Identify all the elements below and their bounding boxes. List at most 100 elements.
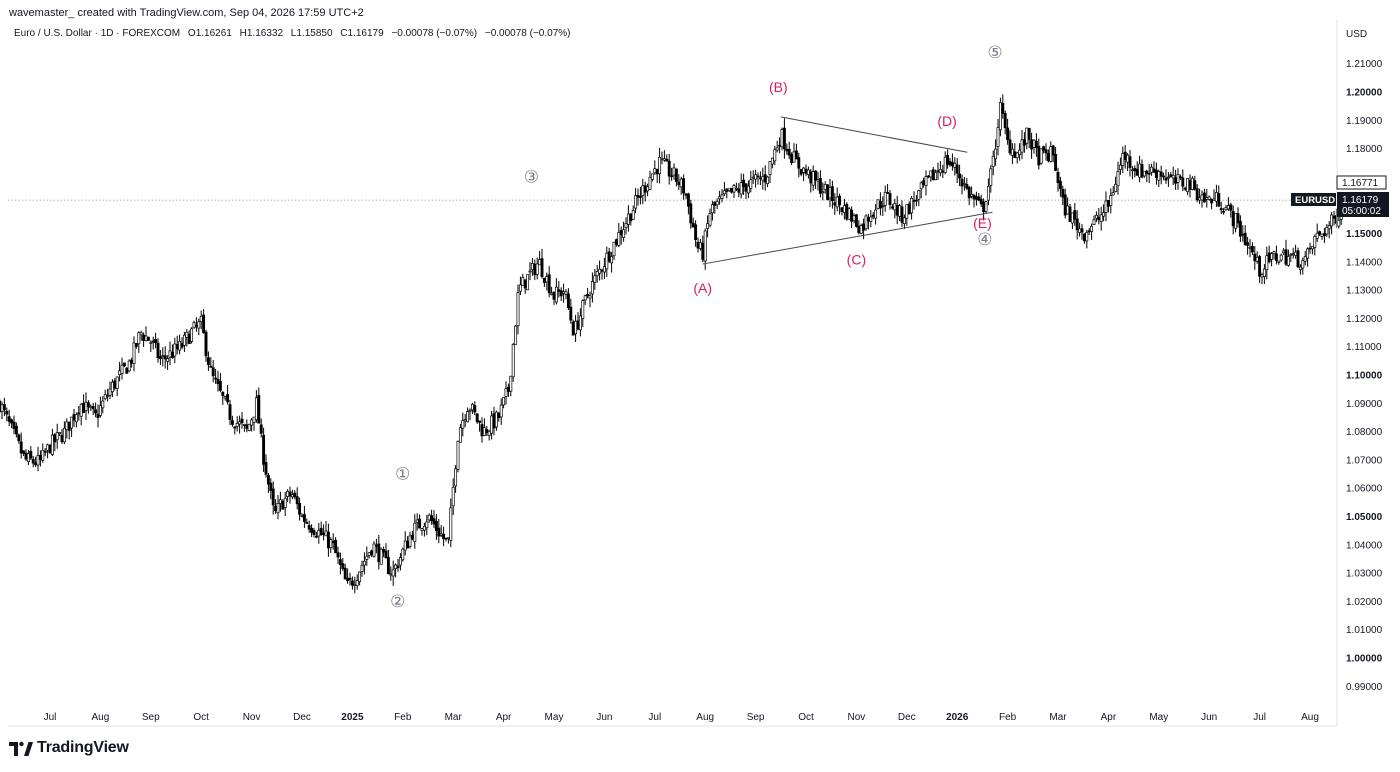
candle [1320, 233, 1324, 240]
candle [874, 204, 878, 225]
candle [377, 534, 381, 570]
candle [79, 403, 83, 426]
candle [1008, 130, 1012, 156]
candle [247, 423, 251, 432]
candle [576, 312, 580, 331]
candle [778, 137, 782, 154]
time-tick-label: May [1149, 712, 1168, 723]
candle [34, 456, 38, 468]
candle [245, 419, 249, 433]
triangle-trendline[interactable] [702, 211, 993, 265]
candle [1277, 260, 1281, 265]
candle [1135, 161, 1139, 176]
candle [811, 165, 815, 191]
candle [1003, 110, 1007, 135]
candle [1152, 161, 1156, 174]
candle [413, 514, 417, 549]
candle [394, 563, 398, 578]
time-axis[interactable]: Jul Aug Sep Oct Nov Dec 2025 Feb Mar Apr May Jun Jul… [8, 712, 1337, 727]
candle [487, 429, 491, 441]
candle [1301, 257, 1305, 275]
candle [367, 552, 371, 559]
candle [0, 401, 4, 420]
elliott-label-e[interactable]: (E) [973, 215, 992, 231]
price-tick-label: 1.21000 [1346, 59, 1383, 70]
elliott-label-4[interactable]: ④ [977, 230, 992, 250]
candle [574, 314, 578, 343]
candle [1255, 251, 1259, 264]
elliott-label-3[interactable]: ③ [524, 168, 539, 188]
candle [98, 396, 102, 418]
candle [1279, 253, 1283, 262]
tradingview-logo[interactable]: TradingView [9, 739, 129, 757]
candle [1205, 188, 1209, 208]
candle [389, 566, 393, 581]
triangle-trendline[interactable] [780, 116, 968, 153]
price-tick-label: 1.05000 [1346, 512, 1383, 523]
candle [958, 164, 962, 186]
legend-change: −0.00078 (−0.07%) [391, 28, 478, 39]
candle [814, 170, 818, 189]
candle [302, 505, 306, 528]
candle [146, 336, 150, 341]
candle [151, 336, 155, 350]
candle [2, 397, 6, 417]
candle [1274, 245, 1278, 265]
candle [122, 362, 126, 368]
elliott-label-b[interactable]: (B) [769, 79, 788, 95]
legend-symbol[interactable]: Euro / U.S. Dollar · 1D · FOREXCOM [14, 28, 181, 39]
candle [1022, 132, 1026, 153]
candle [108, 381, 112, 399]
candle [1267, 245, 1271, 264]
candle [1018, 143, 1022, 161]
candle [571, 319, 575, 336]
currency-label[interactable]: USD [1346, 29, 1367, 40]
elliott-label-c[interactable]: (C) [847, 252, 866, 268]
candle [833, 193, 837, 215]
time-tick-label: Nov [243, 712, 261, 723]
candle [1214, 184, 1218, 207]
elliott-label-1[interactable]: ① [395, 465, 410, 485]
candle [77, 405, 81, 421]
price-axis[interactable]: USD 0.99000 1.00000 1.01000 1.02000 1.03000 1… [1336, 20, 1383, 726]
candle [1090, 223, 1094, 240]
candle [1145, 169, 1149, 183]
candle [91, 402, 95, 416]
candle [703, 228, 707, 270]
candle [883, 185, 887, 212]
candle [514, 325, 518, 345]
price-tick-label: 1.18000 [1346, 144, 1383, 155]
candle [458, 423, 462, 443]
price-tick-label: 1.15000 [1346, 229, 1383, 240]
candle [1270, 252, 1274, 267]
candle [991, 150, 995, 176]
candle [636, 188, 640, 206]
candle [233, 426, 237, 435]
candle [792, 143, 796, 163]
candle [922, 177, 926, 188]
candle [456, 440, 460, 473]
candle [626, 205, 630, 232]
elliott-label-a[interactable]: (A) [693, 280, 712, 296]
candle [802, 167, 806, 182]
candle [178, 334, 182, 355]
candle [893, 198, 897, 219]
candle [144, 326, 148, 342]
candle [24, 449, 28, 462]
candle [1183, 186, 1187, 191]
elliott-label-2[interactable]: ② [390, 592, 405, 612]
candle [679, 176, 683, 195]
candle [547, 266, 551, 298]
plot-area[interactable] [0, 94, 1348, 594]
elliott-label-d[interactable]: (D) [937, 113, 956, 129]
candle [677, 174, 681, 191]
candle [881, 196, 885, 216]
candle [706, 215, 710, 238]
time-tick-label: Jun [1201, 712, 1217, 723]
candle [1315, 223, 1319, 243]
candle [36, 446, 40, 472]
candle [163, 346, 167, 369]
elliott-label-5[interactable]: ⑤ [987, 43, 1002, 63]
candle [475, 413, 479, 424]
